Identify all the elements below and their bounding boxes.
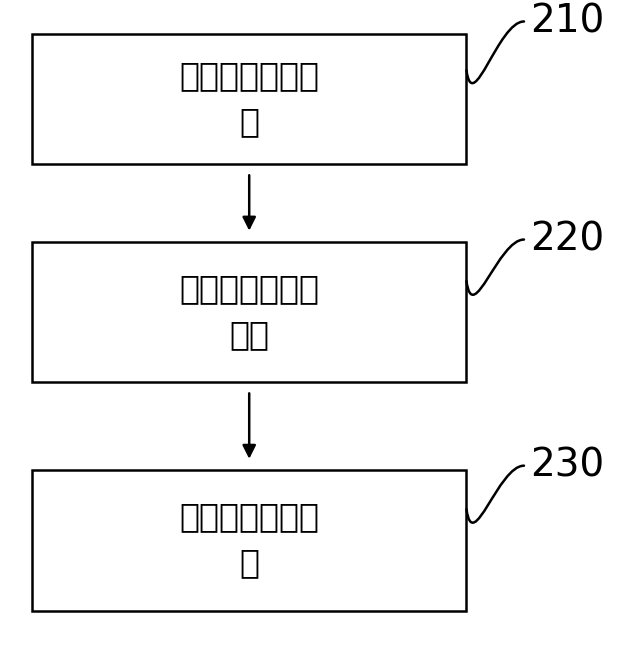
Text: 流速信息提取模
块: 流速信息提取模 块 bbox=[179, 501, 320, 580]
Text: 流场数据获取模
块: 流场数据获取模 块 bbox=[179, 60, 320, 138]
Bar bbox=[32, 470, 466, 611]
Bar bbox=[32, 242, 466, 382]
Text: 感兴趣区域获取
模块: 感兴趣区域获取 模块 bbox=[179, 272, 320, 352]
Text: 220: 220 bbox=[530, 221, 604, 258]
Text: 210: 210 bbox=[530, 3, 604, 40]
Text: 230: 230 bbox=[530, 447, 604, 484]
Bar bbox=[32, 34, 466, 164]
